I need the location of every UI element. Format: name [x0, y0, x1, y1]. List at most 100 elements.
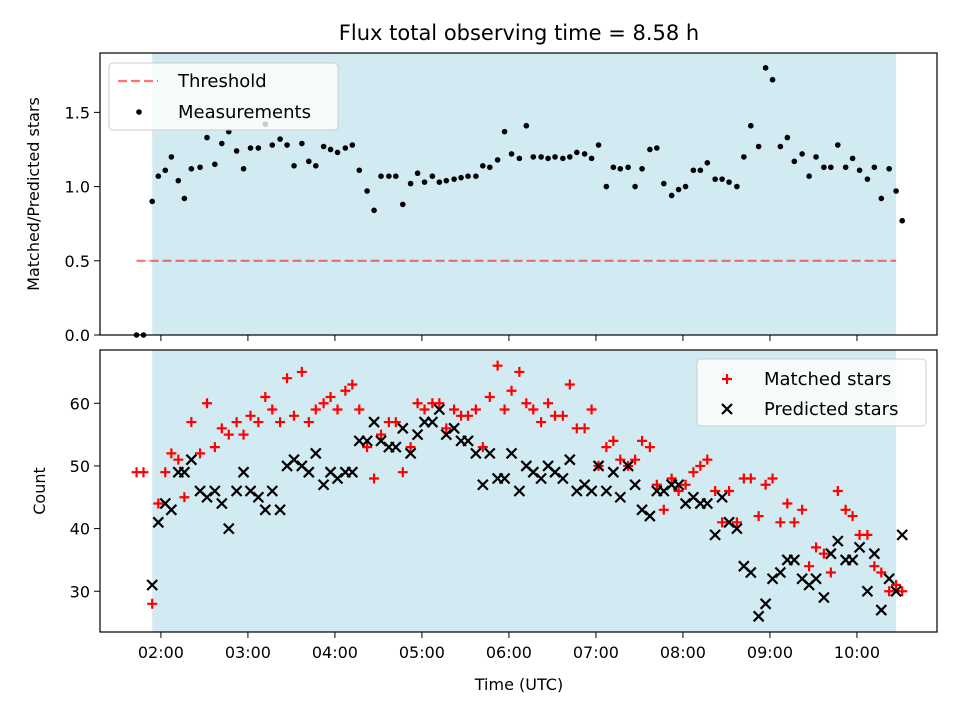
measurement-point: [595, 142, 602, 148]
matched-star-marker: [688, 467, 699, 478]
y-tick-label: 60: [70, 394, 90, 413]
measurement-point: [545, 155, 551, 162]
measurement-point: [610, 164, 617, 171]
predicted-star-marker: [390, 441, 402, 453]
matched-star-marker: [354, 404, 365, 415]
measurement-point: [697, 167, 704, 174]
measurement-point: [486, 164, 493, 171]
matched-star-marker: [825, 567, 836, 578]
measurement-point: [675, 186, 682, 193]
matched-star-marker: [216, 423, 227, 434]
measurement-point: [748, 122, 754, 129]
matched-star-marker: [630, 454, 641, 465]
matched-star-marker: [891, 580, 902, 590]
measurement-point: [443, 177, 450, 184]
matched-star-marker: [731, 517, 742, 528]
measurement-point: [255, 145, 262, 151]
matched-star-marker: [160, 467, 171, 478]
predicted-star-marker: [774, 566, 787, 579]
legend-matched-label: Matched stars: [764, 369, 891, 390]
measurement-point: [204, 134, 210, 141]
predicted-star-marker: [178, 466, 191, 478]
predicted-star-marker: [636, 504, 648, 516]
matched-star-marker: [289, 410, 300, 421]
matched-star-marker: [202, 398, 213, 409]
matched-star-marker: [564, 379, 575, 390]
matched-star-marker: [434, 398, 445, 409]
predicted-star-marker: [716, 491, 728, 504]
measurement-point: [436, 179, 443, 185]
measurement-point: [494, 157, 501, 163]
legend-box: [696, 358, 927, 427]
bottom-panel-counts: 30 40 50 60 02:00 03:00 04:00 05:00 06:00 07:00 08…: [70, 349, 938, 662]
predicted-star-marker: [890, 585, 902, 598]
measurement-point: [806, 173, 812, 179]
x-tick-label: 02:00: [138, 643, 184, 662]
x-axis-label: Time (UTC): [474, 675, 563, 694]
predicted-star-marker: [571, 485, 583, 497]
measurement-point: [769, 76, 776, 83]
matched-star-marker: [275, 417, 286, 428]
matched-star-marker: [818, 548, 829, 559]
legend-threshold-label: Threshold: [177, 71, 267, 92]
matched-star-marker: [153, 498, 164, 509]
predicted-star-marker: [237, 466, 250, 478]
matched-star-marker: [680, 479, 691, 490]
y-tick-label: 1.0: [65, 178, 90, 197]
measurement-point: [741, 154, 747, 160]
x-tick-label: 03:00: [225, 643, 271, 662]
measurement-point: [581, 151, 588, 157]
matched-star-marker: [586, 404, 597, 415]
measurement-point: [181, 195, 188, 202]
predicted-star-marker: [766, 572, 779, 585]
measurement-point: [668, 192, 675, 199]
measurement-point: [320, 143, 327, 150]
predicted-star-marker: [317, 478, 330, 491]
predicted-star-marker: [622, 460, 634, 472]
measurement-point: [719, 176, 725, 182]
predicted-star-marker: [672, 478, 685, 491]
matched-star-marker: [260, 392, 271, 402]
predicted-star-marker: [883, 572, 895, 585]
measurement-point: [480, 163, 486, 169]
x-tick-label: 06:00: [486, 643, 532, 662]
measurement-point: [342, 145, 349, 151]
matched-star-marker: [804, 561, 815, 572]
predicted-star-marker: [752, 610, 765, 623]
measurement-point: [560, 155, 566, 162]
matched-star-marker: [514, 366, 525, 377]
matched-star-marker: [536, 417, 547, 428]
matched-star-marker: [782, 498, 793, 509]
measurement-point: [639, 165, 645, 172]
measurement-point: [864, 176, 871, 182]
predicted-star-marker: [462, 435, 474, 447]
measurement-point: [508, 151, 515, 157]
measurement-point: [364, 188, 370, 194]
predicted-star-marker: [411, 428, 424, 441]
predicted-star-marker: [484, 447, 496, 460]
measurement-point: [473, 173, 479, 179]
legend-measurements-swatch: [136, 109, 142, 115]
matched-star-marker: [797, 504, 808, 515]
predicted-star-marker: [709, 529, 721, 541]
predicted-star-marker: [152, 516, 165, 529]
matched-star-marker: [470, 404, 481, 415]
measurement-point: [312, 163, 319, 169]
predicted-star-marker: [368, 416, 380, 428]
matched-star-marker: [608, 435, 619, 446]
measurement-point: [334, 149, 341, 156]
matched-star-marker: [179, 492, 190, 503]
matched-star-marker: [499, 404, 510, 415]
matched-star-marker: [253, 417, 264, 428]
matched-star-marker: [897, 586, 908, 597]
measurement-point: [155, 173, 162, 179]
legend-bottom: Matched stars Predicted stars: [696, 358, 927, 427]
matched-star-marker: [405, 442, 416, 453]
measurement-point: [647, 146, 653, 153]
predicted-star-marker: [600, 485, 613, 497]
predicted-star-marker: [853, 541, 866, 554]
matched-star-marker: [775, 517, 786, 528]
matched-star-marker: [760, 479, 771, 490]
measurement-point: [407, 180, 414, 187]
